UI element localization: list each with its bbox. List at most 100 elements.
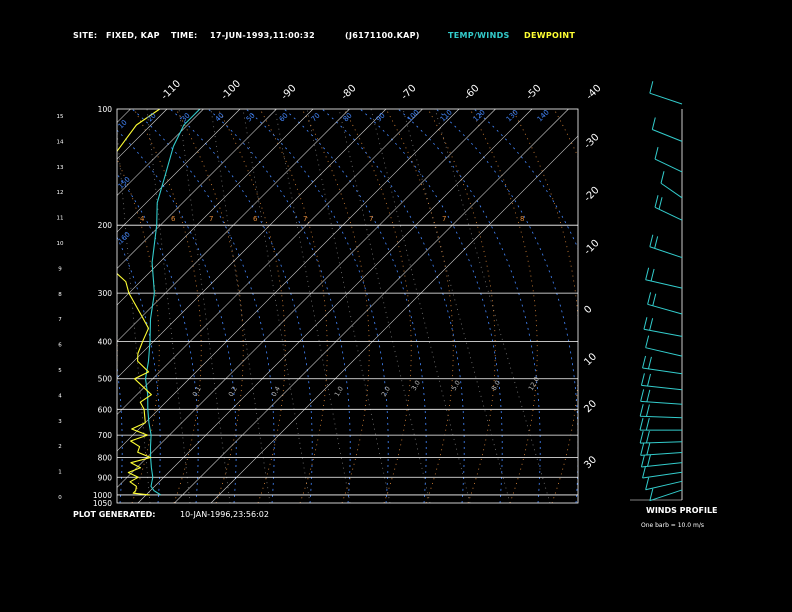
moist-adiabat [473, 109, 578, 250]
wind-barb-flag [649, 318, 654, 331]
wind-barb-flag [647, 356, 652, 369]
height-tick-label: 14 [57, 139, 64, 145]
dry-adiabat [511, 109, 578, 503]
isotherm-line [174, 109, 569, 503]
plot-generated-label: PLOT GENERATED: [73, 510, 156, 519]
isotherm-label-top: -40 [584, 83, 603, 102]
mixing-ratio-line [210, 109, 271, 503]
temperature-profile [144, 109, 201, 496]
mixing-ratio-line [402, 109, 511, 503]
pressure-label: 800 [98, 454, 113, 463]
pressure-label: 600 [98, 405, 113, 414]
mixing-ratio-line [434, 109, 551, 503]
wind-barb-flag [645, 267, 650, 280]
wind-barb-flag [642, 465, 647, 479]
dry-adiabat-label: 7 [303, 215, 307, 223]
isotherm-label-right: 20 [582, 398, 599, 415]
isotherm-line [117, 109, 131, 123]
wind-barb-staff [640, 452, 683, 456]
dry-adiabat-label: 8 [520, 215, 524, 223]
wind-barb-flag [652, 293, 657, 306]
wind-barb-flag [640, 389, 645, 402]
wind-barb-flag [645, 418, 650, 431]
height-tick-label: 0 [58, 495, 62, 501]
height-tick-label: 12 [57, 190, 64, 196]
dry-adiabat [117, 158, 160, 503]
isotherm-line [0, 109, 94, 503]
dewpoint-profile [117, 109, 161, 496]
dry-adiabat [301, 109, 370, 503]
plot-generated-value: 10-JAN-1996,23:56:02 [180, 510, 269, 519]
wind-barb-flag [639, 431, 644, 444]
wind-barb-staff [642, 471, 683, 479]
height-tick-label: 3 [58, 419, 62, 425]
mixing-ratio-label: 0.4 [270, 385, 282, 398]
wind-barb-flag [645, 335, 650, 348]
wind-barb-flag [647, 454, 652, 467]
pressure-label: 1000 [93, 491, 112, 500]
site-value: FIXED, KAP [106, 31, 160, 40]
dry-adiabat [259, 109, 328, 503]
moist-adiabat-label: 130 [505, 108, 520, 123]
wind-barb-flag [654, 146, 659, 160]
mixing-ratio-label: 0.1 [191, 385, 203, 398]
moist-adiabat [435, 109, 578, 503]
wind-barb-flag [647, 292, 652, 305]
site-label: SITE: [73, 31, 98, 40]
wind-barb-staff [649, 246, 683, 259]
moist-adiabat [0, 109, 8, 503]
wind-barb-flag [647, 373, 652, 387]
mixing-ratio-label: 1.0 [333, 385, 345, 398]
mixing-ratio-line [338, 109, 431, 503]
wind-barb-staff [654, 206, 683, 221]
mixing-ratio-label: 3.0 [410, 379, 422, 392]
wind-barb-flag [640, 454, 645, 468]
wind-barb-flag [645, 404, 650, 417]
isotherm-label-right: -20 [582, 185, 601, 204]
moist-adiabat [0, 109, 84, 503]
wind-barb-staff [649, 92, 683, 105]
wind-barb-flag [646, 389, 651, 402]
wind-barb-staff [645, 279, 683, 289]
wind-barb-staff [643, 328, 683, 337]
wind-barb-staff [640, 441, 683, 444]
mixing-ratio-label: 12.0 [527, 375, 541, 392]
mixing-ratio-label: 5.0 [450, 379, 462, 392]
mixing-ratio-label: 0.2 [227, 385, 239, 398]
moist-adiabat [131, 109, 275, 503]
dry-adiabat [469, 109, 538, 503]
mixing-ratio-line [146, 109, 191, 503]
isotherm-line [117, 109, 387, 379]
wind-barb-staff [654, 158, 683, 173]
isotherm-line [117, 109, 314, 306]
pressure-label: 900 [98, 473, 113, 482]
dry-adiabat-label: 4 [140, 215, 145, 223]
isotherm-label-right: 0 [582, 304, 594, 316]
isotherm-line [137, 109, 533, 503]
wind-barb-flag [650, 268, 655, 282]
height-tick-label: 10 [57, 241, 64, 247]
moist-adiabat-label: 10 [117, 118, 129, 130]
moist-adiabat-label: 120 [472, 108, 487, 123]
height-tick-label: 6 [58, 343, 62, 349]
isotherm-label-top: -80 [339, 83, 358, 102]
isotherm-line [117, 109, 460, 452]
height-tick-label: 13 [57, 165, 64, 171]
moist-adiabat [117, 236, 161, 503]
pressure-label: 1050 [93, 499, 112, 508]
legend-temp-winds: TEMP/WINDS [448, 31, 510, 40]
moist-adiabat [397, 109, 541, 503]
isotherm-line [117, 109, 241, 233]
mixing-ratio-line [306, 109, 391, 503]
moist-adiabat-label: 30 [180, 111, 192, 123]
height-tick-label: 5 [58, 368, 62, 374]
isotherm-label-top: -60 [462, 83, 481, 102]
plot-area [0, 109, 578, 503]
mixing-ratio-line [242, 109, 311, 503]
isotherm-line [117, 109, 168, 160]
wind-barb-flag [660, 171, 665, 184]
isotherm-line [117, 109, 350, 342]
height-tick-label: 7 [58, 317, 62, 323]
moist-adiabat-label: 150 [117, 175, 132, 190]
wind-barb-flag [639, 418, 644, 431]
